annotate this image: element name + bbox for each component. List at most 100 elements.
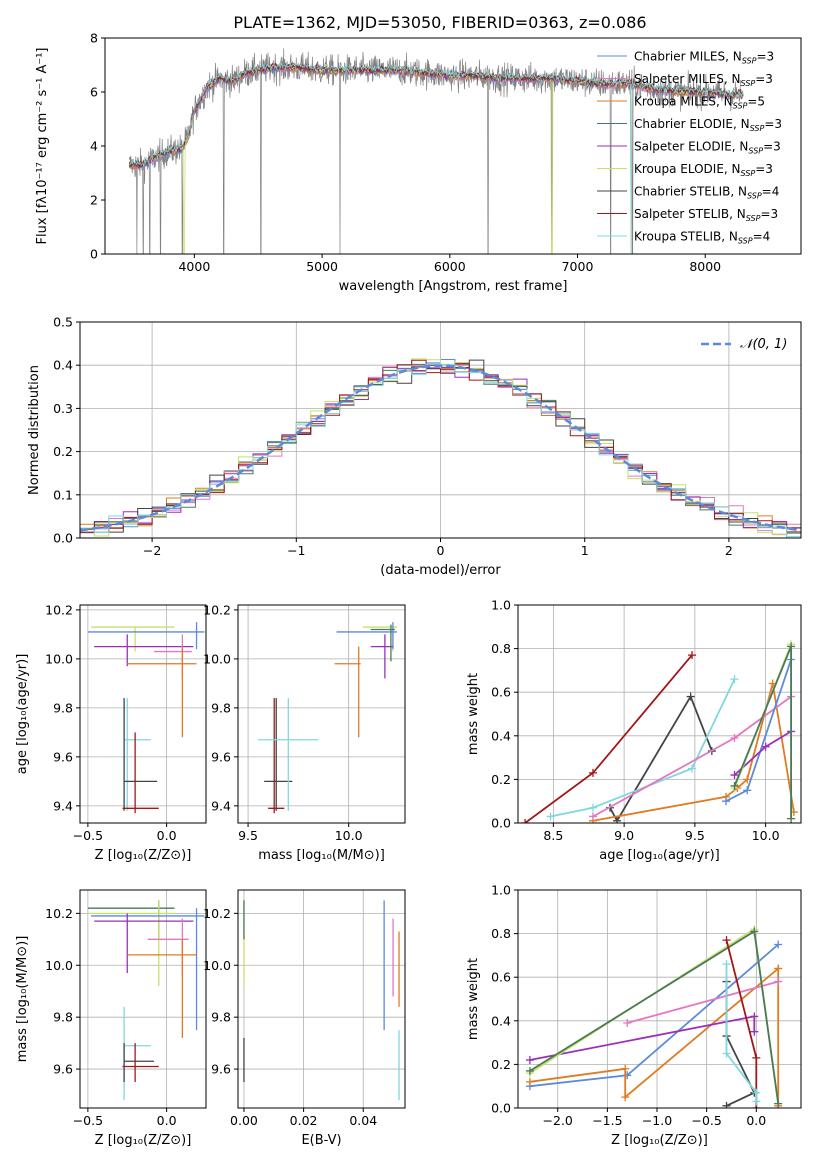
plot-area: [258, 622, 397, 814]
y-tick-label: 9.8: [211, 1010, 231, 1025]
y-tick-label: 10.0: [203, 958, 231, 973]
x-tick-label: 1: [581, 543, 589, 558]
model-spectrum: [128, 62, 744, 254]
weight-marker: [623, 1018, 632, 1027]
x-tick-label: −2: [143, 543, 161, 558]
weight-marker: [761, 742, 770, 751]
weight-marker: [722, 797, 731, 806]
weight-series: [626, 980, 779, 1024]
y-tick-label: 9.8: [53, 1010, 73, 1025]
y-tick-label: 0.0: [53, 531, 73, 546]
weight-marker: [588, 803, 597, 812]
legend-label: Kroupa STELIB, NSSP=4: [634, 230, 770, 246]
y-tick-label: 0.4: [491, 1013, 511, 1028]
axes-frame: [237, 604, 406, 824]
legend-label: Chabrier STELIB, NSSP=4: [634, 185, 779, 201]
y-tick-label: 0.4: [491, 728, 511, 743]
legend-label: 𝒩(0, 1): [740, 337, 787, 352]
x-tick-label: 0.0: [746, 1113, 766, 1128]
x-tick-label: −0.5: [73, 1113, 103, 1128]
y-tick-label: 0.6: [491, 685, 511, 700]
panel-mass_vs_Z: −0.5 0.0 9.6 9.8 10.0 10.2 Z [log₁₀(Z/Z⊙)] mass…: [15, 889, 207, 1148]
legend-label: Salpeter ELODIE, NSSP=3: [634, 140, 781, 156]
weight-marker: [787, 814, 796, 823]
y-tick-label: 10.0: [45, 958, 73, 973]
legend-label: Salpeter STELIB, NSSP=3: [634, 207, 778, 223]
x-tick-label: 0: [437, 543, 445, 558]
weight-series: [529, 966, 780, 1106]
axes-frame: [79, 889, 207, 1109]
panel-weight_vs_Z: −2.0 −1.5 −1.0 −0.5 0.0 0.0 0.2 0.4 0.6 0.8 1.0 Z […: [466, 883, 802, 1148]
weight-marker: [774, 977, 783, 986]
y-tick-label: 10.2: [203, 906, 231, 921]
y-axis-label: age [log₁₀(age/yr)]: [15, 654, 30, 775]
y-tick-label: 0.0: [491, 1101, 511, 1116]
axes-frame: [79, 604, 207, 824]
x-tick-label: 4000: [178, 259, 210, 274]
weight-marker: [752, 1088, 761, 1097]
y-tick-label: 0.0: [491, 816, 511, 831]
x-tick-label: 0.04: [349, 1113, 377, 1128]
y-tick-label: 0.2: [491, 772, 511, 787]
y-tick-label: 9.8: [53, 700, 73, 715]
weight-marker: [774, 1099, 783, 1108]
plot-area: [525, 925, 783, 1108]
weight-marker: [750, 1027, 759, 1036]
weight-marker: [722, 960, 731, 969]
y-axis-label: mass weight: [466, 673, 481, 755]
y-axis-label: mass [log₁₀(M/M⊙)]: [15, 936, 30, 1063]
y-tick-label: 0.5: [53, 315, 73, 330]
y-tick-label: 0.8: [491, 926, 511, 941]
x-tick-label: −0.5: [73, 828, 103, 843]
weight-marker: [688, 764, 697, 773]
panel-weight_vs_age: 8.5 9.0 9.5 10.0 0.0 0.2 0.4 0.6 0.8 1.0 age [log₁…: [466, 598, 802, 863]
y-tick-label: 10.2: [45, 602, 73, 617]
weight-marker: [722, 1049, 731, 1058]
x-axis-label: mass [log₁₀(M/M⊙)]: [258, 848, 385, 863]
weight-marker: [722, 1101, 731, 1108]
y-axis-label: Flux [fλ10⁻¹⁷ erg cm⁻² s⁻¹ A⁻¹]: [35, 48, 50, 245]
y-tick-label: 10.2: [45, 906, 73, 921]
x-tick-label: 10.0: [752, 828, 780, 843]
x-tick-label: 0.0: [157, 1113, 177, 1128]
x-axis-label: Z [log₁₀(Z/Z⊙)]: [95, 1133, 192, 1148]
y-tick-label: 9.6: [211, 749, 231, 764]
x-tick-label: 0.0: [157, 828, 177, 843]
weight-marker: [525, 1056, 534, 1065]
y-tick-label: 0.2: [491, 1057, 511, 1072]
figure-title: PLATE=1362, MJD=53050, FIBERID=0363, z=0…: [233, 13, 646, 32]
weight-marker: [525, 1066, 534, 1075]
y-tick-label: 0.3: [53, 401, 73, 416]
weight-series: [524, 654, 693, 823]
x-tick-label: 9.5: [685, 828, 705, 843]
x-tick-label: 7000: [562, 259, 594, 274]
x-tick-label: −0.5: [691, 1113, 721, 1128]
weight-series: [725, 939, 758, 1108]
weight-marker: [774, 964, 783, 973]
weight-marker: [752, 1053, 761, 1062]
normal-curve: [80, 364, 801, 532]
y-tick-label: 0: [90, 247, 98, 262]
plot-area: [87, 900, 205, 1101]
weight-marker: [730, 675, 739, 684]
y-tick-label: 9.6: [53, 749, 73, 764]
panel-age_vs_Z: −0.5 0.0 9.4 9.6 9.8 10.0 10.2 Z [log₁₀(Z/Z⊙)] a…: [15, 602, 207, 863]
y-tick-label: 10.0: [45, 651, 73, 666]
x-tick-label: 8.5: [543, 828, 563, 843]
x-axis-label: age [log₁₀(age/yr)]: [599, 848, 720, 863]
weight-series: [725, 964, 758, 1102]
y-tick-label: 0.1: [53, 487, 73, 502]
weight-marker: [688, 651, 697, 660]
y-tick-label: 0.2: [53, 444, 73, 459]
legend-label: Kroupa ELODIE, NSSP=3: [634, 162, 773, 178]
weight-marker: [621, 1064, 630, 1073]
y-tick-label: 9.6: [211, 1062, 231, 1077]
x-tick-label: 2: [725, 543, 733, 558]
y-tick-label: 10.2: [203, 602, 231, 617]
y-tick-label: 6: [90, 85, 98, 100]
weight-marker: [743, 775, 752, 784]
axes-frame: [237, 889, 406, 1109]
weight-series: [609, 694, 713, 823]
x-tick-label: 5000: [306, 259, 338, 274]
